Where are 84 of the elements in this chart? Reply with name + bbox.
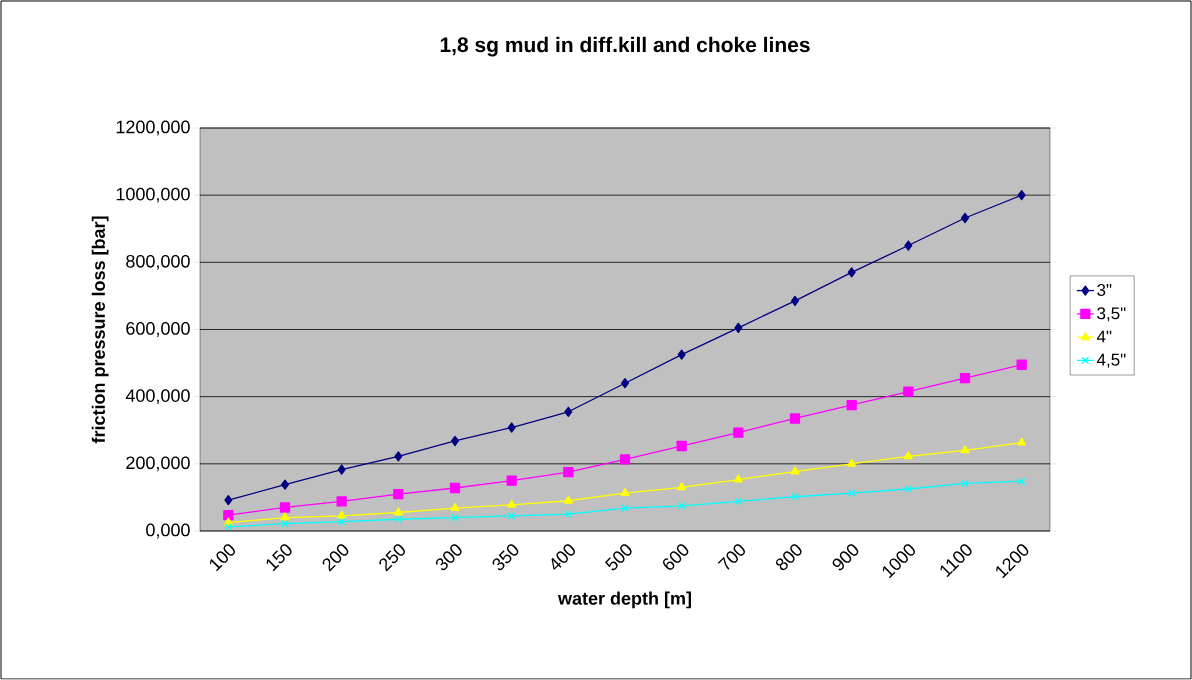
point — [960, 212, 970, 224]
point — [563, 495, 573, 504]
x-tick-label: 500 — [604, 544, 632, 571]
point — [677, 349, 686, 360]
point — [904, 240, 913, 251]
x-axis-title: water depth [m] — [557, 591, 691, 609]
point — [733, 427, 744, 438]
point — [789, 413, 801, 424]
point — [733, 474, 743, 483]
x-tick-label: 100 — [209, 544, 235, 572]
point — [564, 406, 573, 417]
point — [903, 386, 914, 397]
point — [337, 517, 346, 526]
point — [677, 482, 687, 491]
point — [790, 466, 800, 475]
y-tick-label: 600,000 — [126, 322, 190, 337]
point — [223, 510, 234, 521]
x-tick-label: 400 — [551, 544, 575, 570]
point — [676, 440, 687, 452]
x-tick-label: 350 — [492, 544, 519, 571]
x-tick-label: 150 — [266, 544, 292, 572]
point — [790, 295, 800, 307]
point — [734, 497, 743, 506]
point — [620, 378, 630, 389]
chart-title: 1,8 sg mud in diff.kill and choke lines — [440, 36, 810, 57]
point — [564, 510, 573, 519]
point — [449, 482, 461, 494]
point — [280, 512, 290, 521]
point — [846, 399, 857, 411]
legend-label: 4,5" — [1096, 353, 1126, 368]
point — [224, 523, 233, 531]
point — [847, 458, 857, 467]
point — [904, 485, 913, 493]
point — [280, 479, 290, 490]
point — [336, 496, 347, 507]
x-tick-label: 800 — [775, 544, 802, 571]
y-tick-label: 400,000 — [125, 389, 190, 405]
point — [394, 515, 403, 524]
x-tick-label: 900 — [832, 544, 859, 571]
point — [959, 373, 971, 384]
point — [337, 464, 346, 475]
point — [450, 503, 460, 512]
y-tick-label: 1200,000 — [116, 120, 190, 136]
y-tick-label: 800,000 — [126, 254, 190, 270]
x-tick-label: 300 — [435, 544, 462, 571]
legend-label: 4" — [1096, 330, 1112, 343]
point — [337, 510, 347, 519]
point — [563, 467, 574, 478]
legend-label: 3" — [1097, 283, 1112, 296]
point — [734, 322, 743, 333]
point — [620, 487, 630, 496]
point — [847, 489, 856, 497]
y-tick-label: 200,000 — [126, 456, 190, 472]
point — [224, 494, 233, 506]
point — [1017, 190, 1026, 201]
point — [507, 512, 516, 520]
x-tick-label: 250 — [379, 544, 405, 572]
y-axis-title: friction pressure loss [bar] — [91, 216, 109, 444]
point — [507, 422, 516, 433]
x-tick-label: 200 — [322, 544, 349, 572]
x-tick-label: 600 — [663, 544, 689, 570]
point — [394, 451, 403, 462]
point — [393, 488, 404, 500]
point — [450, 435, 460, 447]
point — [451, 513, 459, 522]
point — [393, 507, 403, 516]
point — [961, 479, 969, 488]
point — [507, 499, 517, 508]
y-tick-label: 1000,000 — [116, 187, 190, 203]
point — [791, 492, 799, 501]
point — [1016, 359, 1027, 370]
point — [847, 267, 856, 278]
point — [903, 451, 913, 460]
y-tick-label: 0,000 — [146, 523, 190, 539]
point — [279, 502, 291, 513]
point — [619, 454, 631, 465]
point — [621, 504, 629, 512]
point — [677, 501, 686, 510]
point — [1017, 437, 1027, 446]
point — [506, 475, 517, 486]
legend-label: 3,5" — [1097, 307, 1126, 322]
point — [960, 445, 970, 454]
point — [281, 519, 289, 528]
x-tick-label: 700 — [717, 544, 745, 570]
